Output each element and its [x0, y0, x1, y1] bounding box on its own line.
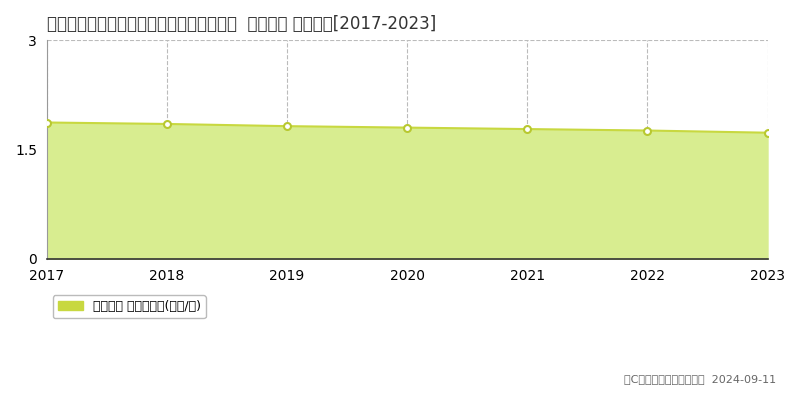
Text: （C）土地価格ドットコム  2024-09-11: （C）土地価格ドットコム 2024-09-11: [624, 374, 776, 384]
Point: [641, 127, 654, 134]
Point: [40, 119, 53, 126]
Legend: 地価公示 平均坪単価(万円/坪): 地価公示 平均坪単価(万円/坪): [53, 295, 206, 318]
Point: [401, 124, 414, 131]
Text: 青森県東津軽郡外ヶ浜町字蟹田１１５番５  地価公示 地価推移[2017-2023]: 青森県東津軽郡外ヶ浜町字蟹田１１５番５ 地価公示 地価推移[2017-2023]: [46, 15, 436, 33]
Point: [521, 126, 534, 132]
Point: [281, 123, 294, 129]
Point: [761, 130, 774, 136]
Point: [161, 121, 174, 127]
